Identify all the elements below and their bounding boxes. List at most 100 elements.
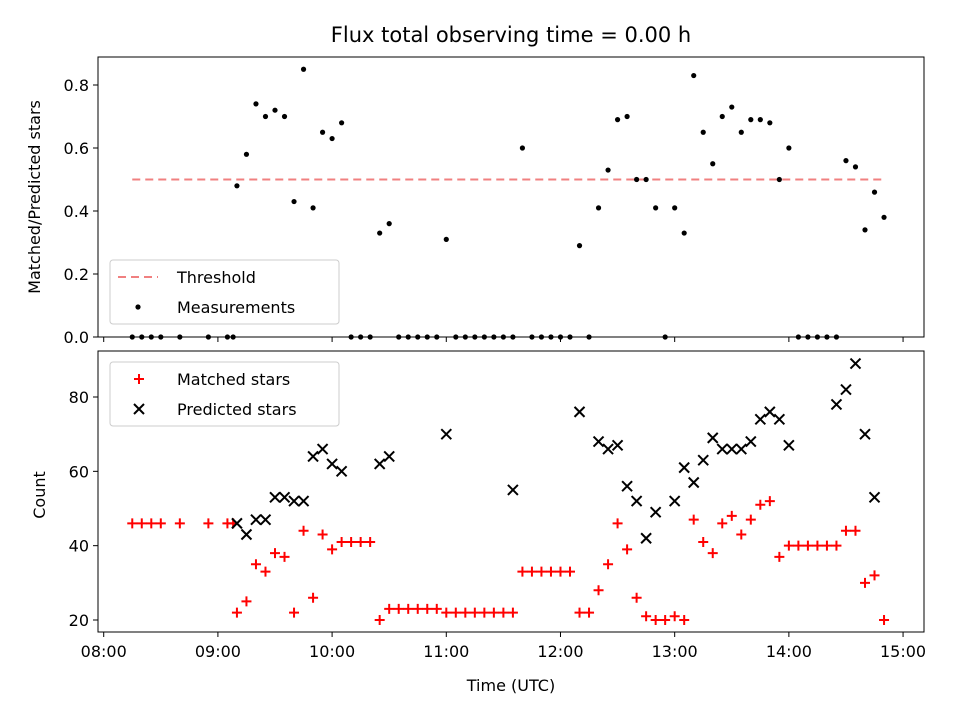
measurement-point — [786, 145, 792, 151]
matched-star-point — [507, 607, 518, 618]
measurement-point — [643, 176, 649, 183]
matched-star-point — [698, 536, 709, 547]
measurement-point — [881, 214, 887, 220]
measurement-point — [729, 104, 735, 110]
matched-star-point — [669, 611, 680, 622]
measurement-point — [253, 101, 259, 107]
predicted-star-point — [849, 357, 862, 370]
matched-star-point — [346, 536, 357, 547]
measurement-point — [691, 72, 697, 79]
measurement-point — [871, 189, 878, 195]
matched-star-point — [812, 540, 823, 551]
matched-star-point — [526, 566, 537, 577]
matched-star-point — [802, 540, 813, 551]
matched-star-point — [127, 518, 138, 529]
matched-star-point — [821, 540, 832, 551]
matched-star-point — [203, 518, 214, 529]
top-plot-area: 0.0 0.2 0.4 0.6 0.8 Threshold Measurements — [64, 56, 925, 347]
matched-star-point — [593, 585, 604, 596]
predicted-star-point — [640, 532, 652, 544]
matched-star-point — [412, 603, 423, 614]
predicted-star-point — [602, 443, 614, 455]
predicted-star-point — [697, 454, 709, 466]
matched-star-point — [174, 518, 185, 529]
predicted-star-point — [373, 458, 386, 470]
matched-star-point — [136, 518, 147, 529]
matched-star-point — [270, 548, 280, 559]
matched-star-point — [717, 518, 728, 529]
matched-star-point — [231, 607, 242, 618]
measurement-point — [757, 117, 763, 123]
legend-measurements-label: Measurements — [177, 298, 295, 317]
predicted-star-point — [440, 428, 452, 440]
predicted-star-point — [592, 435, 605, 448]
matched-star-point — [155, 518, 166, 529]
measurement-point — [852, 164, 859, 170]
matched-star-point — [584, 607, 595, 618]
bottom-plot-area: 08:00 09:00 10:00 11:00 12:00 13:00 14:00 15:00… — [69, 350, 926, 661]
matched-star-point — [260, 566, 271, 577]
x-tick-label: 10:00 — [309, 642, 355, 661]
measurement-point — [710, 161, 716, 167]
predicted-star-point — [773, 413, 786, 426]
y-tick-label: 40 — [69, 537, 89, 556]
predicted-star-point — [507, 484, 519, 496]
legend-predicted-swatch — [133, 403, 145, 415]
measurement-point — [776, 176, 782, 183]
predicted-star-point — [754, 413, 767, 426]
predicted-star-point — [707, 432, 719, 444]
matched-star-point — [146, 518, 157, 529]
matched-star-point — [393, 603, 404, 614]
x-tick-label: 13:00 — [652, 642, 698, 661]
legend-box — [109, 259, 340, 325]
measurement-point — [272, 107, 278, 113]
x-tick-label: 08:00 — [81, 642, 127, 661]
matched-star-point — [431, 603, 442, 614]
matched-star-point — [308, 592, 319, 603]
predicted-star-point — [688, 476, 700, 489]
top-marks — [129, 66, 887, 340]
matched-star-point — [650, 615, 661, 625]
matched-star-point — [641, 611, 652, 622]
matched-star-point — [707, 548, 718, 559]
matched-star-point — [241, 596, 252, 607]
predicted-star-point — [326, 458, 338, 470]
matched-star-point — [555, 566, 566, 577]
legend-matched-swatch — [134, 374, 144, 384]
measurement-point — [291, 198, 297, 205]
top-panel: 0.0 0.2 0.4 0.6 0.8 Threshold Measurements Mat… — [25, 56, 925, 347]
bottom-panel: 08:00 09:00 10:00 11:00 12:00 13:00 14:00 15:00… — [30, 350, 926, 695]
matched-star-point — [860, 577, 870, 588]
legend-threshold-label: Threshold — [176, 268, 256, 287]
matched-star-point — [441, 607, 452, 618]
top-axes-frame — [97, 56, 925, 338]
predicted-star-point — [611, 439, 624, 452]
matched-star-point — [479, 607, 490, 618]
y-tick-label: 0.4 — [64, 202, 89, 221]
measurement-point — [300, 66, 307, 72]
x-tick-label: 11:00 — [423, 642, 469, 661]
predicted-star-point — [250, 513, 262, 526]
legend-box — [109, 361, 340, 427]
matched-star-point — [365, 536, 376, 547]
measurement-point — [605, 167, 611, 173]
measurement-point — [443, 236, 449, 242]
matched-star-point — [450, 607, 461, 618]
top-legend: Threshold Measurements — [109, 259, 340, 325]
matched-star-point — [745, 514, 756, 525]
measurement-point — [748, 117, 754, 123]
matched-star-point — [355, 536, 366, 547]
matched-star-point — [660, 615, 671, 625]
measurement-point — [653, 205, 659, 211]
matched-star-point — [536, 566, 547, 577]
measurement-point — [329, 135, 335, 142]
predicted-star-point — [278, 491, 291, 504]
bottom-legend: Matched stars Predicted stars — [109, 361, 340, 427]
matched-star-point — [384, 603, 395, 614]
matched-star-point — [517, 566, 528, 577]
predicted-star-point — [745, 435, 757, 448]
matched-star-point — [603, 559, 614, 570]
predicted-star-point — [307, 450, 319, 463]
measurement-point — [700, 129, 706, 135]
